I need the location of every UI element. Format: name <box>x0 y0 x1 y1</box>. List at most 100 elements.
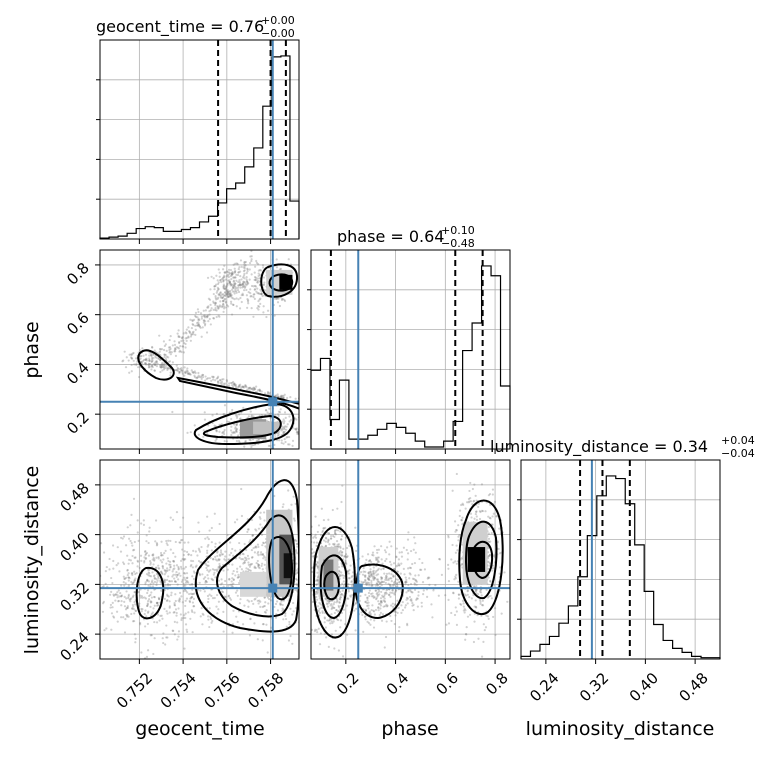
sample-point <box>338 569 341 572</box>
sample-point <box>192 333 195 336</box>
sample-point <box>475 510 478 513</box>
sample-point <box>150 354 153 358</box>
sample-point <box>282 431 285 434</box>
sample-point <box>242 285 245 288</box>
sample-point <box>225 286 228 289</box>
sample-point <box>127 576 130 579</box>
sample-point <box>268 391 271 394</box>
sample-point <box>453 578 456 581</box>
sample-point <box>108 568 111 571</box>
tick-label-x-luminosity-distance-2: 0.40 <box>626 669 662 705</box>
sample-point <box>169 346 172 349</box>
sample-point <box>327 602 331 605</box>
sample-point <box>354 602 357 605</box>
sample-point <box>361 573 365 576</box>
sample-point <box>323 632 326 636</box>
sample-point <box>182 345 185 348</box>
sample-point <box>471 487 474 491</box>
sample-point <box>239 548 242 551</box>
sample-point <box>175 564 179 567</box>
sample-point <box>152 582 155 585</box>
sample-point <box>460 603 463 606</box>
sample-point <box>372 609 375 612</box>
sample-point <box>178 350 181 353</box>
sample-point <box>408 595 411 599</box>
sample-point <box>232 569 235 573</box>
sample-point <box>303 416 305 418</box>
sample-point <box>179 526 182 529</box>
sample-point <box>489 579 492 583</box>
sample-point <box>157 603 160 607</box>
sample-point <box>197 318 200 322</box>
sample-point <box>190 596 193 599</box>
sample-point <box>303 555 305 557</box>
sample-point <box>217 296 220 299</box>
sample-point <box>475 584 478 588</box>
sample-point <box>254 279 257 282</box>
sample-point <box>409 549 413 553</box>
sample-point <box>289 634 292 638</box>
sample-point <box>176 332 179 335</box>
sample-point <box>385 575 388 578</box>
sample-point <box>167 595 170 598</box>
sample-point <box>193 370 196 373</box>
sample-point <box>191 331 194 334</box>
sample-point <box>171 575 174 578</box>
sample-point <box>338 570 341 573</box>
sample-point <box>305 655 307 657</box>
sample-point <box>212 300 215 303</box>
sample-point <box>291 642 294 645</box>
sample-point <box>339 590 342 593</box>
sample-point <box>411 604 414 607</box>
sample-point <box>306 586 308 588</box>
sample-point <box>335 598 339 601</box>
sample-point <box>288 415 291 418</box>
sample-point <box>417 574 420 577</box>
sample-point <box>177 567 180 570</box>
sample-point <box>370 560 373 564</box>
density-cell <box>323 559 334 591</box>
sample-point <box>190 553 193 557</box>
sample-point <box>153 580 157 583</box>
sample-point <box>233 284 236 287</box>
sample-point <box>487 540 491 544</box>
sample-point <box>176 369 179 372</box>
sample-point <box>179 349 182 352</box>
sample-point <box>330 602 333 606</box>
sample-point <box>208 317 211 321</box>
sample-point <box>320 507 323 510</box>
sample-point <box>136 565 139 568</box>
sample-point <box>318 601 321 605</box>
sample-point <box>136 560 140 563</box>
sample-point <box>148 357 151 360</box>
sample-point <box>482 640 485 643</box>
sample-point <box>234 549 237 552</box>
sample-point <box>165 562 168 565</box>
sample-point <box>257 545 260 548</box>
sample-point <box>280 297 283 300</box>
sample-point <box>279 395 282 399</box>
sample-point <box>418 557 421 561</box>
sample-point <box>164 549 167 552</box>
sample-point <box>192 330 195 333</box>
sample-point <box>394 588 397 592</box>
sample-point <box>149 582 152 586</box>
sample-point <box>337 543 340 546</box>
sample-point <box>173 603 176 606</box>
sample-point <box>268 597 271 601</box>
truth-marker <box>268 583 278 593</box>
sample-point <box>173 343 177 346</box>
sample-point <box>420 568 423 571</box>
quantiles-luminosity-distance <box>579 460 631 659</box>
sample-point <box>144 362 148 365</box>
sample-point <box>156 604 159 607</box>
sample-point <box>180 595 183 598</box>
sample-point <box>228 272 232 275</box>
sample-point <box>200 315 203 318</box>
sample-point <box>145 534 148 537</box>
sample-point <box>128 537 131 540</box>
sample-point <box>405 578 408 582</box>
sample-point <box>227 584 230 587</box>
sample-point <box>231 303 235 306</box>
sample-point <box>214 439 217 442</box>
